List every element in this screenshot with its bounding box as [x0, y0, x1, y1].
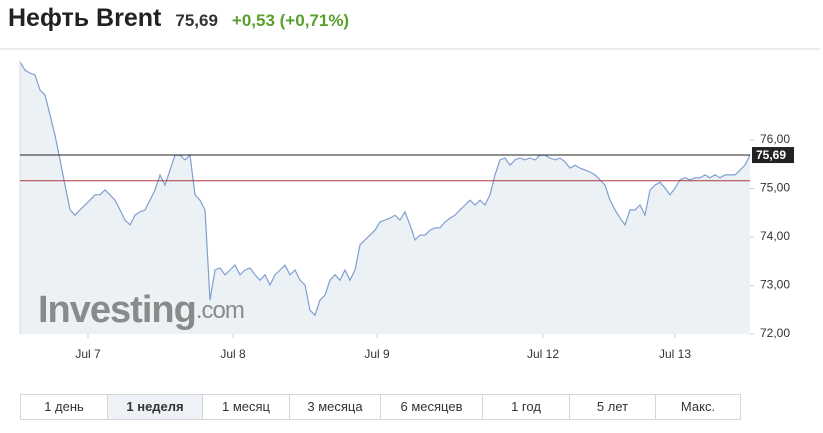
watermark-main: Investing [38, 289, 196, 331]
range-button[interactable]: 1 месяц [203, 395, 290, 419]
area-fill [20, 61, 750, 335]
last-price: 75,69 [175, 11, 218, 30]
current-price-box [752, 147, 794, 164]
y-tick-label: 76,00 [760, 132, 790, 146]
range-button[interactable]: 1 день [21, 395, 108, 419]
price-line [19, 61, 751, 317]
watermark: Investing.com [38, 289, 244, 331]
x-tick-label: Jul 8 [220, 347, 246, 361]
range-selector: 1 день 1 неделя 1 месяц 3 месяца 6 месяцев 1 … [20, 394, 741, 420]
range-button[interactable]: 3 месяца [290, 395, 381, 419]
range-button[interactable]: 6 месяцев [381, 395, 483, 419]
x-tick-label: Jul 12 [527, 347, 559, 361]
x-tick-label: Jul 9 [364, 347, 390, 361]
range-button[interactable]: Макс. [656, 395, 740, 419]
y-tick-label: 73,00 [760, 278, 790, 292]
divider [0, 48, 820, 50]
price-change: +0,53 (+0,71%) [231, 11, 350, 30]
range-button[interactable]: 5 лет [570, 395, 656, 419]
y-tick-label: 74,00 [760, 229, 790, 243]
header: Нефть Brent 75,69 +0,53 (+0,71%) [8, 4, 349, 40]
range-button[interactable]: 1 неделя [108, 395, 203, 419]
x-tick-label: Jul 7 [75, 347, 101, 361]
y-tick-label: 75,00 [760, 181, 790, 195]
chart: Investing.com 72,00 73,00 74,00 75,00 76,00 Ju… [19, 60, 794, 361]
range-button[interactable]: 1 год [483, 395, 570, 419]
instrument-title: Нефть Brent [8, 4, 162, 32]
y-tick-label: 72,00 [760, 326, 790, 340]
current-price-label: 75,69 [756, 148, 786, 162]
watermark-suffix: .com [196, 297, 244, 324]
x-tick-label: Jul 13 [659, 347, 691, 361]
